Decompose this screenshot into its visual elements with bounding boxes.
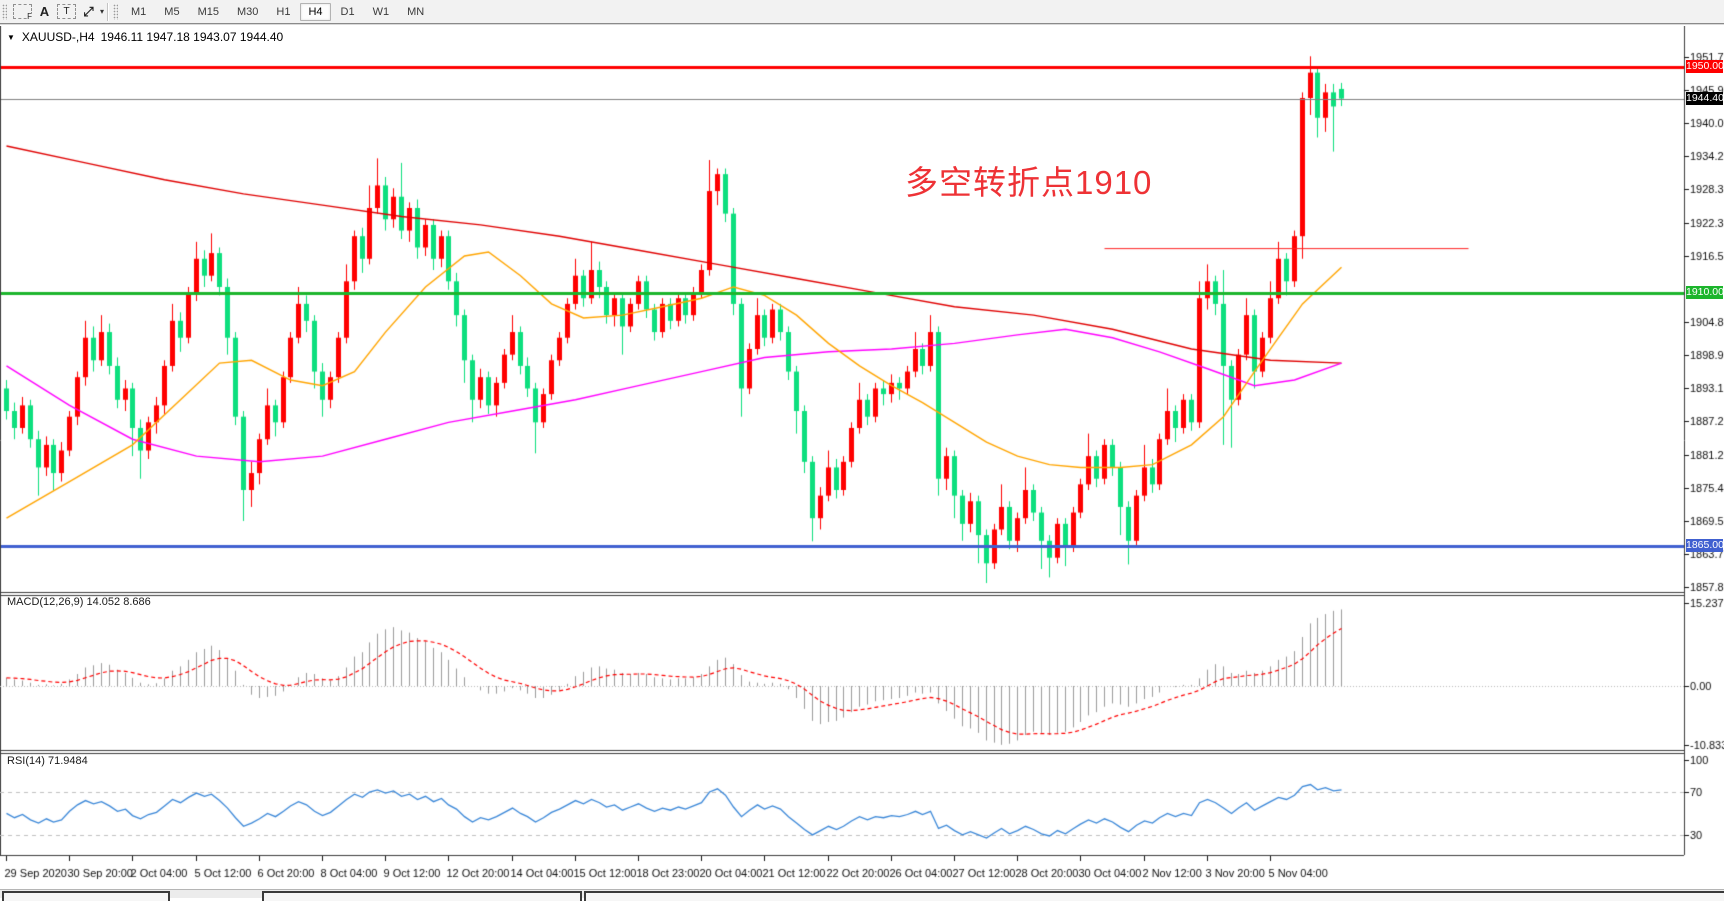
- ohlc-values: 1946.11 1947.18 1943.07 1944.40: [100, 30, 284, 44]
- timeframe-button-M5[interactable]: M5: [164, 5, 180, 18]
- timeframe-button-M1[interactable]: M1: [131, 5, 147, 18]
- rsi-value: 71.9484: [47, 755, 88, 767]
- macd-value: 14.052: [86, 596, 121, 608]
- macd-signal-value: 8.686: [123, 596, 151, 608]
- chart-title[interactable]: ▼ XAUUSD-,H4 1946.11 1947.18 1943.07 194…: [7, 30, 283, 44]
- toolbar-grip-2[interactable]: [113, 3, 119, 20]
- macd-name: MACD(12,26,9): [7, 596, 84, 608]
- draw-text-label-icon[interactable]: T: [57, 4, 76, 19]
- price-badge-pivot[interactable]: 1910.00: [1686, 286, 1724, 299]
- chart-canvas[interactable]: [0, 26, 1724, 889]
- chart-annotation-text: 多空转折点1910: [905, 164, 1153, 201]
- pointer-f-label: F: [27, 12, 32, 21]
- symbol-period-label: XAUUSD-,H4: [21, 30, 95, 44]
- timeframe-button-H4[interactable]: H4: [300, 2, 331, 21]
- toolbar-grip[interactable]: [2, 3, 7, 20]
- price-badge-resistance[interactable]: 1950.00: [1686, 60, 1724, 73]
- toolbar: F A T ⤢ ▾ M1 M5 M15 M30 H1 H4 D1 W1 MN: [0, 0, 1724, 24]
- dropdown-caret-icon[interactable]: ▾: [100, 7, 105, 16]
- rsi-label: RSI(14) 71.9484: [7, 755, 88, 767]
- timeframe-button-MN[interactable]: MN: [407, 5, 425, 18]
- toolbar-separator: [107, 2, 109, 21]
- crosshair-arrows-icon[interactable]: ⤢: [83, 3, 94, 19]
- timeframe-group: M1 M5 M15 M30 H1 H4 D1 W1 MN: [122, 2, 433, 21]
- taskbar-window-tab[interactable]: [2, 891, 170, 901]
- timeframe-button-D1[interactable]: D1: [340, 5, 355, 18]
- timeframe-button-H1[interactable]: H1: [276, 5, 291, 18]
- taskbar-window-tab[interactable]: [262, 891, 582, 901]
- chart-window: ▼ XAUUSD-,H4 1946.11 1947.18 1943.07 194…: [0, 26, 1724, 889]
- chevron-down-icon[interactable]: ▼: [7, 32, 15, 42]
- taskbar-strip: [0, 889, 1724, 901]
- timeframe-button-M30[interactable]: M30: [236, 5, 259, 18]
- macd-label: MACD(12,26,9) 14.052 8.686: [7, 596, 151, 608]
- taskbar-window-tab[interactable]: [584, 891, 1724, 901]
- price-badge-support[interactable]: 1865.00: [1686, 539, 1724, 552]
- pointer-mode-icon[interactable]: F: [13, 4, 32, 21]
- timeframe-button-W1[interactable]: W1: [372, 5, 390, 18]
- rsi-name: RSI(14): [7, 755, 45, 767]
- timeframe-button-M15[interactable]: M15: [197, 5, 219, 18]
- price-badge-current: 1944.40: [1686, 92, 1724, 105]
- draw-text-icon[interactable]: A: [39, 4, 50, 19]
